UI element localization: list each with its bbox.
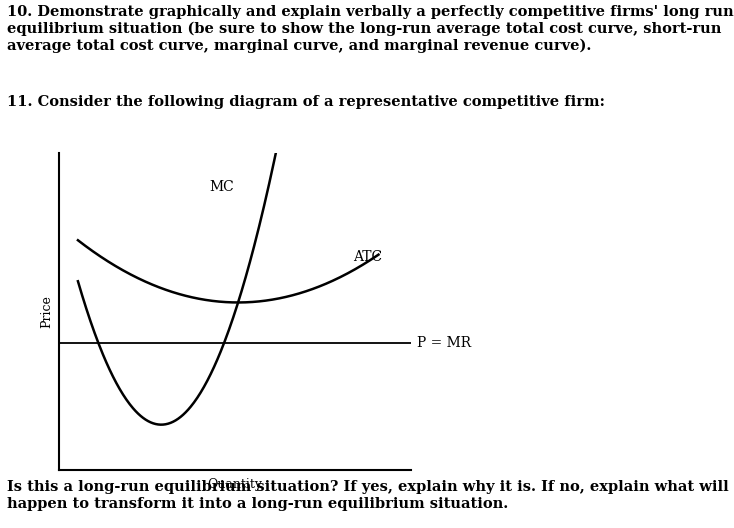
- Text: 10. Demonstrate graphically and explain verbally a perfectly competitive firms' : 10. Demonstrate graphically and explain …: [7, 5, 734, 53]
- Y-axis label: Price: Price: [40, 295, 53, 328]
- X-axis label: Quantity: Quantity: [208, 478, 262, 491]
- Text: MC: MC: [210, 180, 234, 194]
- Text: 11. Consider the following diagram of a representative competitive firm:: 11. Consider the following diagram of a …: [7, 95, 606, 108]
- Text: ATC: ATC: [353, 250, 382, 264]
- Text: P = MR: P = MR: [418, 336, 471, 350]
- Text: Is this a long-run equilibrium situation? If yes, explain why it is. If no, expl: Is this a long-run equilibrium situation…: [7, 480, 729, 511]
